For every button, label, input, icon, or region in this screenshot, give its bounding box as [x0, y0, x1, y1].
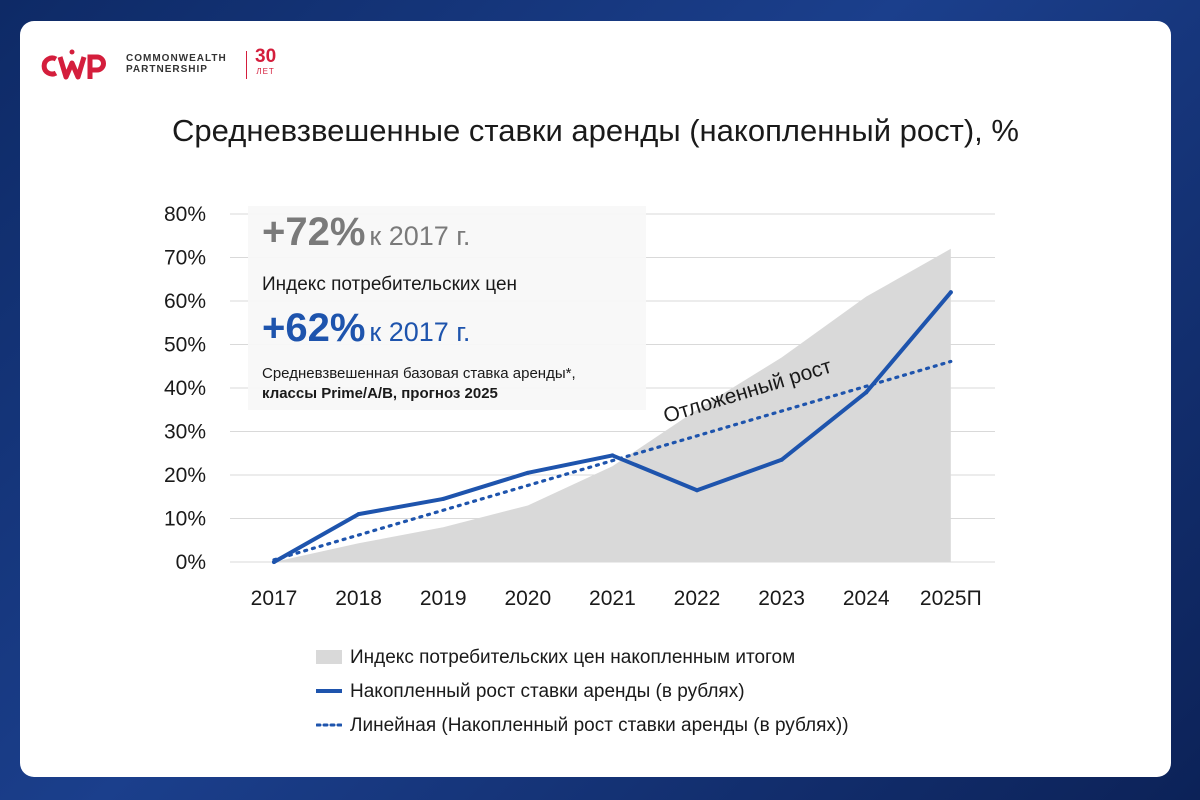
- logo-anniversary: 30 ЛЕТ: [255, 46, 277, 77]
- x-tick-label: 2020: [504, 587, 551, 610]
- x-tick-label: 2023: [758, 587, 805, 610]
- rent-data-point: [272, 560, 276, 564]
- y-tick-label: 70%: [164, 247, 206, 270]
- y-tick-label: 20%: [164, 464, 206, 487]
- x-tick-label: 2024: [843, 587, 890, 610]
- rent-data-point: [864, 390, 869, 395]
- logo-divider: [246, 51, 247, 79]
- logo-years-unit: ЛЕТ: [256, 67, 275, 76]
- x-tick-label: 2022: [674, 587, 721, 610]
- legend-label-rent: Накопленный рост ставки аренды (в рублях…: [350, 681, 745, 702]
- y-tick-label: 50%: [164, 334, 206, 357]
- x-tick-label: 2018: [335, 587, 382, 610]
- rent-callout-value: +62% к 2017 г.: [262, 306, 470, 351]
- legend-swatch-area-icon: [316, 650, 342, 664]
- cwp-logo-icon: [41, 49, 106, 80]
- y-tick-label: 60%: [164, 290, 206, 313]
- cpi-growth-value: +72%: [262, 210, 366, 254]
- rent-growth-value: +62%: [262, 306, 366, 350]
- logo-years-number: 30: [255, 46, 277, 67]
- rent-data-point: [441, 496, 446, 501]
- logo-name-line1: COMMONWEALTH: [126, 53, 227, 64]
- rent-data-point: [525, 470, 530, 475]
- chart-title: Средневзвешенные ставки аренды (накоплен…: [172, 113, 1019, 148]
- rent-callout-desc: Средневзвешенная базовая ставка аренды*,…: [262, 364, 576, 404]
- x-tick-label: 2021: [589, 587, 636, 610]
- x-tick-label: 2019: [420, 587, 467, 610]
- rent-data-point: [610, 453, 615, 458]
- rent-desc-line1: Средневзвешенная базовая ставка аренды*,: [262, 365, 576, 382]
- line-chart: 0% 10% 20% 30% 40% 50% 60% 70% 80% 2017 2018 2019 20…: [164, 203, 995, 610]
- legend-label-cpi: Индекс потребительских цен накопленным и…: [350, 647, 796, 668]
- legend-swatch-dotted-icon: [316, 723, 342, 727]
- y-tick-label: 10%: [164, 508, 206, 531]
- chart-card: COMMONWEALTH PARTNERSHIP 30 ЛЕТ Средневз…: [20, 21, 1171, 777]
- callout-box: +72% к 2017 г. Индекс потребительских цен…: [248, 206, 646, 410]
- cpi-area-series: [274, 248, 951, 563]
- rent-growth-suffix: к 2017 г.: [369, 317, 471, 347]
- rent-data-point: [948, 290, 953, 295]
- rent-data-point: [779, 457, 784, 462]
- logo-company-name: COMMONWEALTH PARTNERSHIP: [126, 53, 227, 75]
- y-tick-label: 80%: [164, 203, 206, 226]
- y-tick-label: 40%: [164, 377, 206, 400]
- legend-label-trend: Линейная (Накопленный рост ставки аренды…: [350, 715, 849, 736]
- y-tick-label: 30%: [164, 421, 206, 444]
- logo-name-line2: PARTNERSHIP: [126, 64, 208, 75]
- cpi-callout-value: +72% к 2017 г.: [262, 210, 470, 255]
- rent-desc-line2: классы Prime/A/B, прогноз 2025: [262, 385, 498, 402]
- x-tick-label: 2017: [251, 587, 298, 610]
- cpi-callout-desc: Индекс потребительских цен: [262, 274, 518, 295]
- cpi-growth-suffix: к 2017 г.: [369, 221, 471, 251]
- rent-data-point: [356, 512, 361, 517]
- legend-swatch-line-icon: [316, 689, 342, 693]
- x-tick-label: 2025П: [920, 587, 982, 610]
- rent-data-point: [695, 488, 699, 493]
- y-tick-label: 0%: [176, 551, 206, 574]
- trend-line-series: [272, 359, 953, 562]
